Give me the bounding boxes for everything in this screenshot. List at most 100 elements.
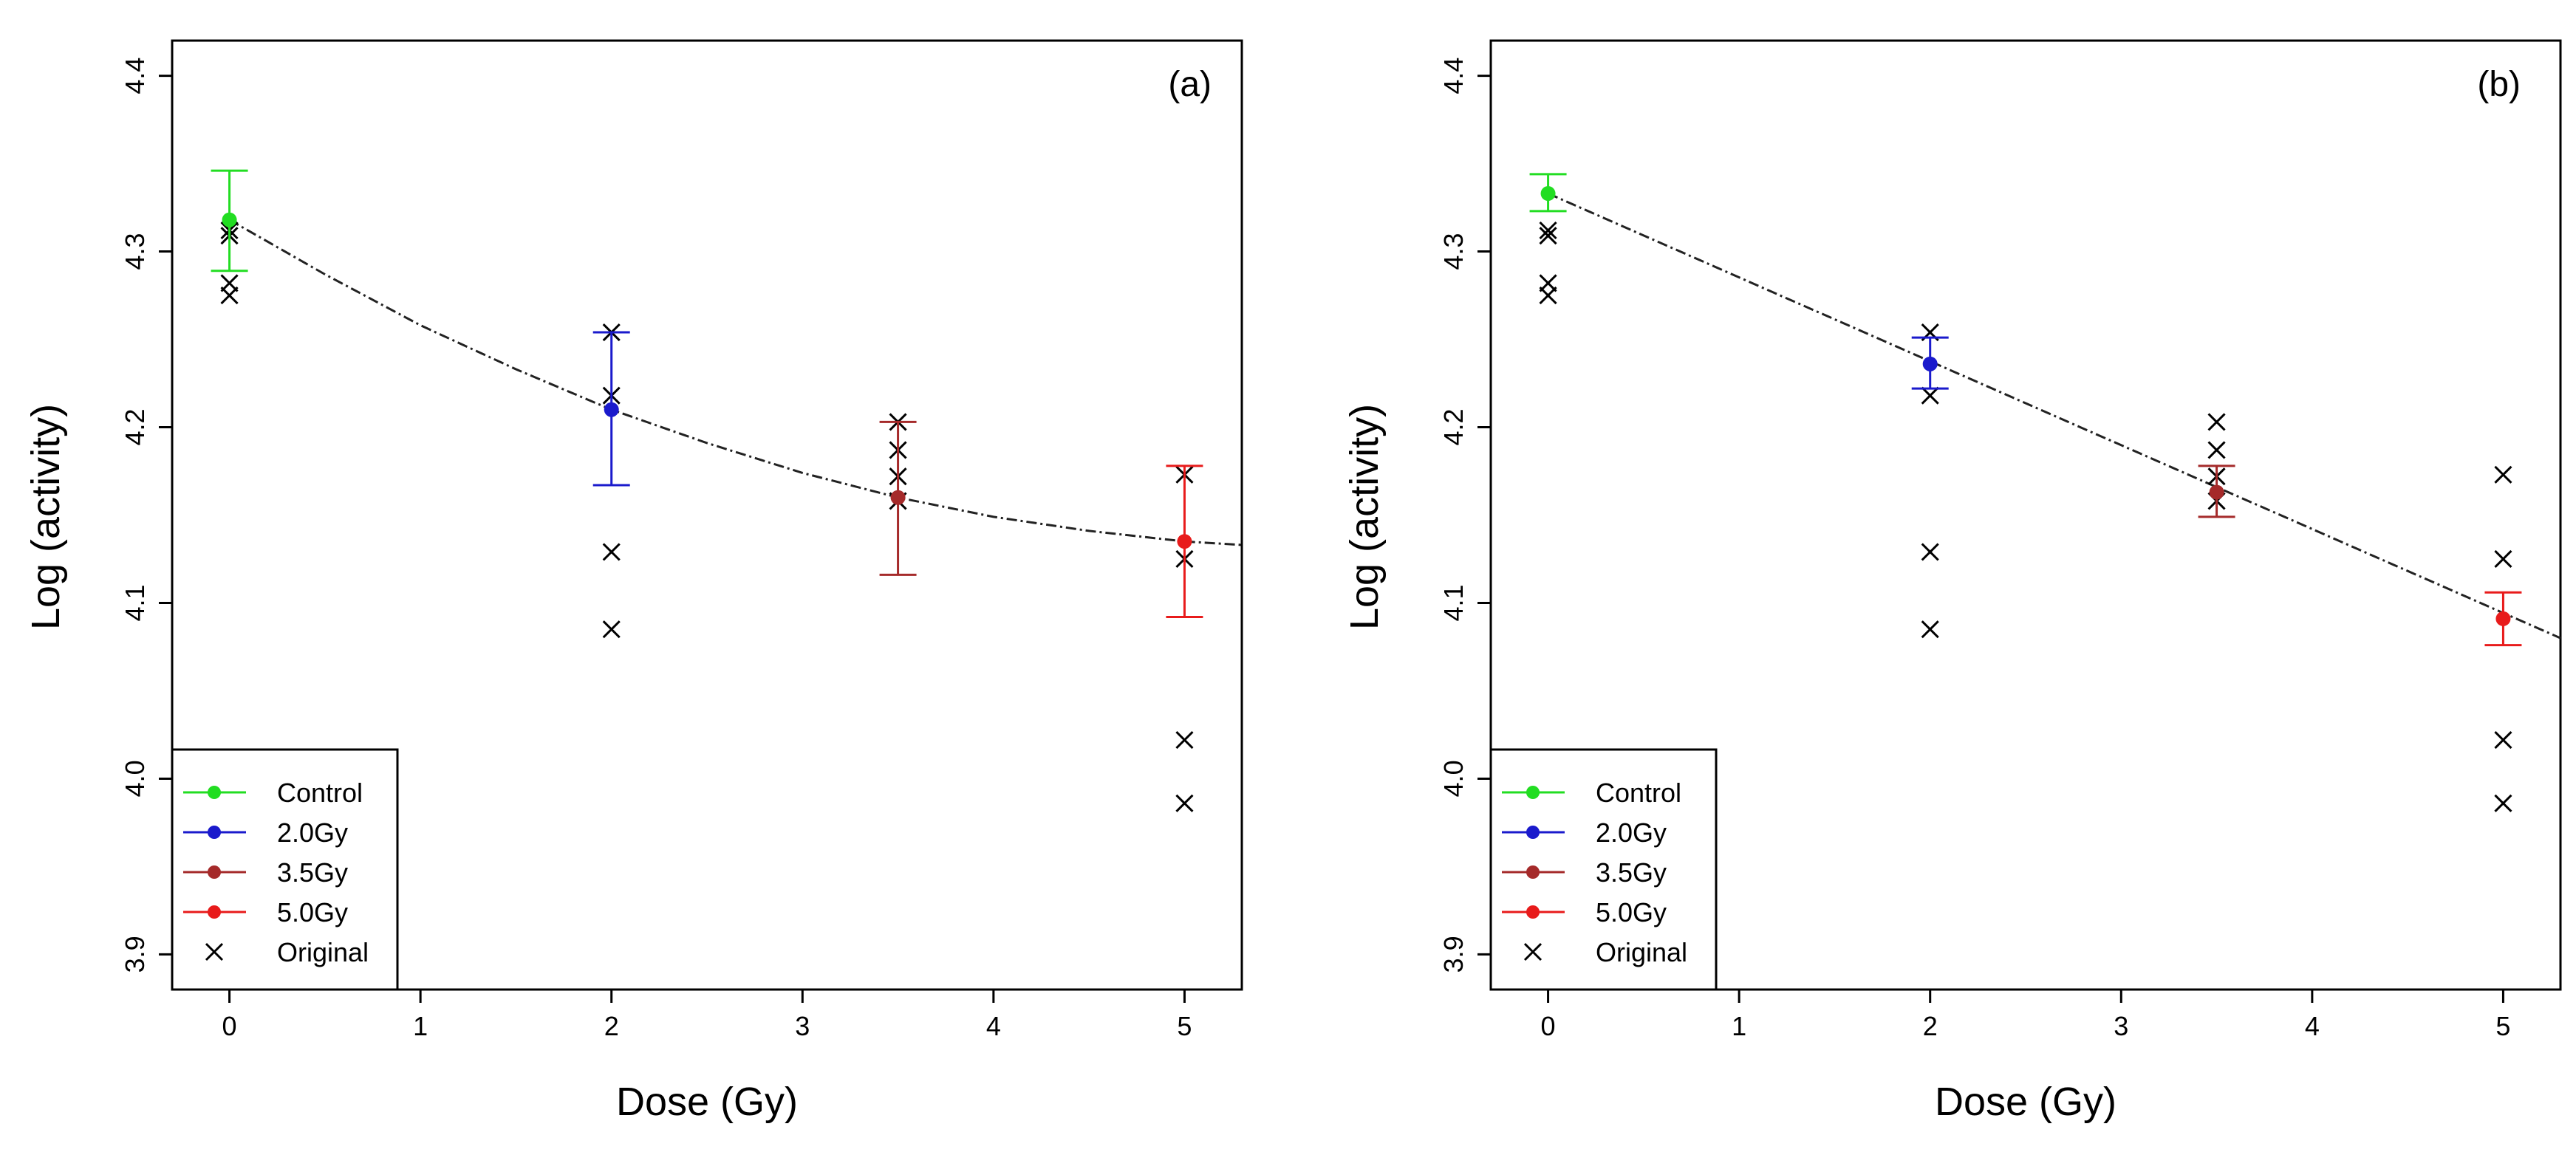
- group-means-b: [1529, 173, 2522, 647]
- y-tick-label: 4.0: [1438, 760, 1469, 797]
- y-tick-label: 4.3: [1438, 233, 1469, 270]
- legend-swatch-dot: [1526, 826, 1540, 839]
- panel-a: (a) Dose (Gy) Log (activity) 0 1 2 3 4 5 3.9 4.…: [24, 39, 1243, 1124]
- original-points-b: [1539, 221, 2512, 812]
- original-point: [1175, 794, 1194, 812]
- y-axis-title-b: Log (activity): [1342, 404, 1387, 630]
- plot-frame-a: [171, 39, 1243, 991]
- original-point: [220, 286, 239, 305]
- original-point: [2494, 465, 2512, 484]
- legend-swatch-dot: [208, 826, 221, 839]
- legend-swatch-dot: [208, 865, 221, 879]
- group-3-5gy: [879, 420, 917, 576]
- group-5-0gy: [2484, 591, 2522, 647]
- original-point: [2494, 549, 2512, 569]
- legend-swatch-dot: [208, 905, 221, 919]
- y-tick-label: 3.9: [1438, 936, 1469, 973]
- legend-swatch-dot: [1526, 865, 1540, 879]
- legend-label-original: Original: [1596, 937, 1687, 967]
- y-tick-label: 4.1: [120, 584, 150, 621]
- original-point: [1539, 221, 1557, 240]
- original-point: [1921, 620, 1939, 639]
- x-tick-label: 0: [222, 1011, 237, 1041]
- x-marker-icon: [205, 942, 224, 961]
- original-point: [1921, 386, 1939, 405]
- group-control: [211, 169, 248, 272]
- original-point: [1539, 227, 1557, 245]
- y-tick-label: 4.2: [1438, 408, 1469, 445]
- x-axis-title-b: Dose (Gy): [1935, 1080, 2117, 1124]
- x-tick-label: 1: [413, 1011, 428, 1041]
- legend-label-3-5gy: 3.5Gy: [277, 857, 348, 888]
- mean-point: [2495, 611, 2511, 626]
- mean-point: [1540, 186, 1556, 202]
- x-tick-label: 4: [986, 1011, 1001, 1041]
- panel-b: (b) Dose (Gy) Log (activity) 0 1 2 3 4 5 3.9 4.…: [1342, 39, 2562, 1124]
- mean-point: [1177, 534, 1192, 549]
- legend-label-2gy: 2.0Gy: [1596, 817, 1667, 848]
- group-3-5gy: [2198, 464, 2235, 518]
- group-2-0gy: [592, 331, 630, 487]
- fit-curve-group-b: [1547, 192, 2561, 640]
- original-point: [602, 620, 621, 639]
- panel-label-a: (a): [1168, 65, 1212, 104]
- original-point: [2207, 413, 2226, 431]
- y-tick-label: 4.4: [120, 58, 150, 95]
- y-tick-label: 4.2: [120, 408, 150, 445]
- legend-swatch-dot: [208, 786, 221, 799]
- axis-ticks-b: 0 1 2 3 4 5 3.9 4.0 4.1 4.2 4.3 4.4: [1438, 58, 2510, 1041]
- fit-curve-group-a: [228, 219, 1243, 546]
- x-tick-label: 0: [1541, 1011, 1556, 1041]
- mean-point: [890, 490, 906, 505]
- legend-label-2gy: 2.0Gy: [277, 817, 348, 848]
- legend-entry-b-5gy: 5.0Gy: [1502, 897, 1667, 928]
- x-tick-label: 4: [2305, 1011, 2320, 1041]
- legend-entry-a-2gy: 2.0Gy: [183, 817, 348, 848]
- group-control: [1529, 173, 1567, 213]
- legend-entry-b-2gy: 2.0Gy: [1502, 817, 1667, 848]
- legend-label-5gy: 5.0Gy: [1596, 897, 1667, 928]
- fit-curve: [1547, 192, 2561, 640]
- x-tick-label: 3: [2114, 1011, 2128, 1041]
- legend-label-5gy: 5.0Gy: [277, 897, 348, 928]
- original-point: [1921, 543, 1939, 561]
- x-tick-label: 5: [1177, 1011, 1192, 1041]
- legend-entry-b-original: Original: [1523, 937, 1687, 967]
- legend-swatch-dot: [1526, 786, 1540, 799]
- group-means-a: [211, 169, 1203, 619]
- original-point: [1175, 731, 1194, 750]
- y-tick-label: 4.4: [1438, 58, 1469, 95]
- y-tick-label: 4.0: [120, 760, 150, 797]
- mean-point: [604, 402, 619, 417]
- legend-b: Control 2.0Gy 3.5Gy 5.0Gy: [1489, 748, 1718, 991]
- legend-entry-a-original: Original: [205, 937, 369, 967]
- legend-entry-b-control: Control: [1502, 778, 1681, 808]
- legend-swatch-dot: [1526, 905, 1540, 919]
- y-tick-label: 3.9: [120, 936, 150, 973]
- y-tick-label: 4.1: [1438, 584, 1469, 621]
- mean-point: [1922, 356, 1938, 371]
- original-point: [2494, 731, 2512, 750]
- legend-a: Control 2.0Gy 3.5Gy 5.0Gy: [171, 748, 399, 991]
- original-point: [602, 543, 621, 561]
- legend-entry-a-5gy: 5.0Gy: [183, 897, 348, 928]
- original-point: [2494, 794, 2512, 812]
- group-2-0gy: [1911, 336, 1949, 390]
- x-tick-label: 2: [604, 1011, 619, 1041]
- x-tick-label: 5: [2495, 1011, 2510, 1041]
- mean-point: [222, 212, 237, 227]
- legend-label-3-5gy: 3.5Gy: [1596, 857, 1667, 888]
- y-axis-title-a: Log (activity): [24, 404, 68, 630]
- x-tick-label: 1: [1732, 1011, 1746, 1041]
- legend-label-original: Original: [277, 937, 369, 967]
- axis-ticks-a: 0 1 2 3 4 5 3.9 4.0 4.1 4.2 4.3 4.4: [120, 58, 1192, 1041]
- legend-label-control: Control: [1596, 778, 1681, 808]
- legend-entry-a-control: Control: [183, 778, 363, 808]
- plot-frame-b: [1489, 39, 2562, 991]
- fit-curve: [228, 219, 1243, 546]
- x-axis-title-a: Dose (Gy): [616, 1080, 798, 1124]
- mean-point: [2209, 484, 2224, 500]
- y-tick-label: 4.3: [120, 233, 150, 270]
- x-tick-label: 3: [795, 1011, 810, 1041]
